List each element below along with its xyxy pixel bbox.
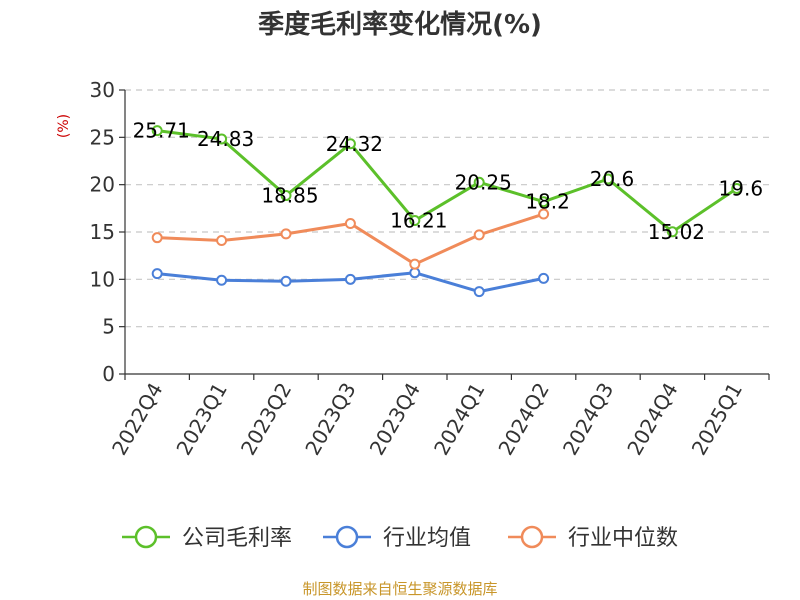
y-tick-label: 20	[90, 173, 115, 197]
legend-label: 行业中位数	[568, 526, 678, 551]
grid-lines	[125, 89, 769, 328]
data-point	[216, 235, 228, 247]
x-tick-label: 2024Q2	[493, 379, 553, 460]
legend-marker	[335, 525, 359, 549]
y-tick-label: 5	[102, 315, 115, 339]
data-point	[538, 196, 550, 208]
data-label: 15.02	[648, 220, 705, 244]
data-point	[666, 226, 678, 238]
y-tick-label: 0	[102, 362, 115, 386]
data-label: 24.83	[197, 127, 254, 151]
legend-label: 公司毛利率	[182, 526, 292, 551]
y-axis-label: (%)	[56, 114, 72, 138]
data-point	[151, 232, 163, 244]
data-point	[409, 258, 421, 270]
data-point	[216, 133, 228, 145]
data-label: 20.6	[590, 167, 635, 191]
data-point	[731, 182, 743, 194]
data-label: 24.32	[326, 132, 383, 156]
data-label: 20.25	[455, 170, 512, 194]
data-point	[473, 286, 485, 298]
legend-marker	[134, 525, 158, 549]
y-tick-label: 10	[90, 267, 115, 291]
x-tick-label: 2024Q3	[558, 379, 618, 460]
data-label: 16.21	[390, 209, 447, 233]
legend-marker	[520, 525, 544, 549]
data-label: 18.85	[261, 184, 318, 208]
data-point	[280, 190, 292, 202]
series-lines	[151, 125, 743, 298]
data-labels: 25.71 24.83 18.85 24.32 16.21 20.25 18.2 20.6 15…	[133, 119, 763, 244]
data-point	[538, 272, 550, 284]
data-point	[151, 268, 163, 280]
series-line	[157, 129, 738, 234]
x-tick-label: 2025Q1	[687, 379, 747, 460]
x-tick-label: 2024Q1	[429, 379, 489, 460]
data-point	[280, 228, 292, 240]
data-point	[602, 173, 614, 185]
data-point	[473, 229, 485, 241]
data-point	[344, 273, 356, 285]
x-tick-label: 2023Q3	[300, 379, 360, 460]
data-point	[216, 274, 228, 286]
y-tick-label: 30	[90, 78, 115, 102]
data-point	[280, 275, 292, 287]
data-point	[409, 215, 421, 227]
y-tick-label: 25	[90, 125, 115, 149]
chart-title: 季度毛利率变化情况(%)	[258, 9, 542, 40]
data-point	[473, 176, 485, 188]
data-label: 18.2	[525, 190, 570, 214]
x-tick-label: 2023Q1	[171, 379, 231, 460]
legend: 公司毛利率 行业均值 行业中位数	[122, 525, 678, 551]
data-label: 19.6	[719, 176, 764, 200]
data-point	[151, 125, 163, 137]
data-point	[344, 217, 356, 229]
source-note: 制图数据来自恒生聚源数据库	[302, 580, 497, 598]
x-tick-label: 2023Q4	[365, 379, 425, 460]
data-point	[538, 208, 550, 220]
legend-label: 行业均值	[383, 526, 471, 551]
x-tick-label: 2022Q4	[107, 379, 167, 460]
data-label: 25.71	[133, 119, 190, 143]
x-tick-label: 2024Q4	[622, 379, 682, 460]
data-point	[344, 138, 356, 150]
y-tick-label: 15	[90, 220, 115, 244]
x-tick-label: 2023Q2	[236, 379, 296, 460]
